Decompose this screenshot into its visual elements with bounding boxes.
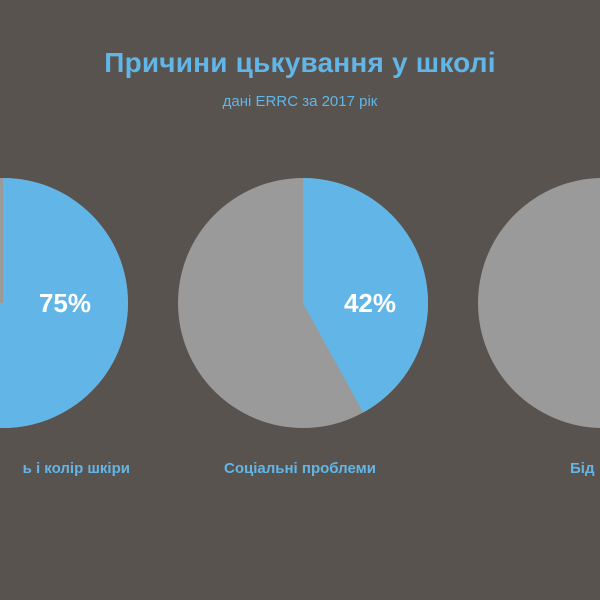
pie-category-label: Соціальні проблеми xyxy=(224,460,376,477)
chart-subtitle: дані ERRC за 2017 рік xyxy=(222,93,378,110)
pie-slice-remainder xyxy=(478,178,600,428)
pie-chart-3: Бід xyxy=(478,178,600,477)
pie-category-label: ь і колір шкіри xyxy=(23,460,130,477)
pie-percent-label: 75% xyxy=(39,288,91,318)
pie-percent-label: 42% xyxy=(344,288,396,318)
chart-title: Причини цькування у школі xyxy=(104,47,496,78)
pie-category-label: Бід xyxy=(570,460,595,477)
pie-slice-value xyxy=(0,178,128,428)
pie-chart-2: 42% Соціальні проблеми xyxy=(178,178,429,477)
pie-chart-1: 75% ь і колір шкіри xyxy=(0,178,130,477)
pie-slice-value xyxy=(303,178,429,413)
